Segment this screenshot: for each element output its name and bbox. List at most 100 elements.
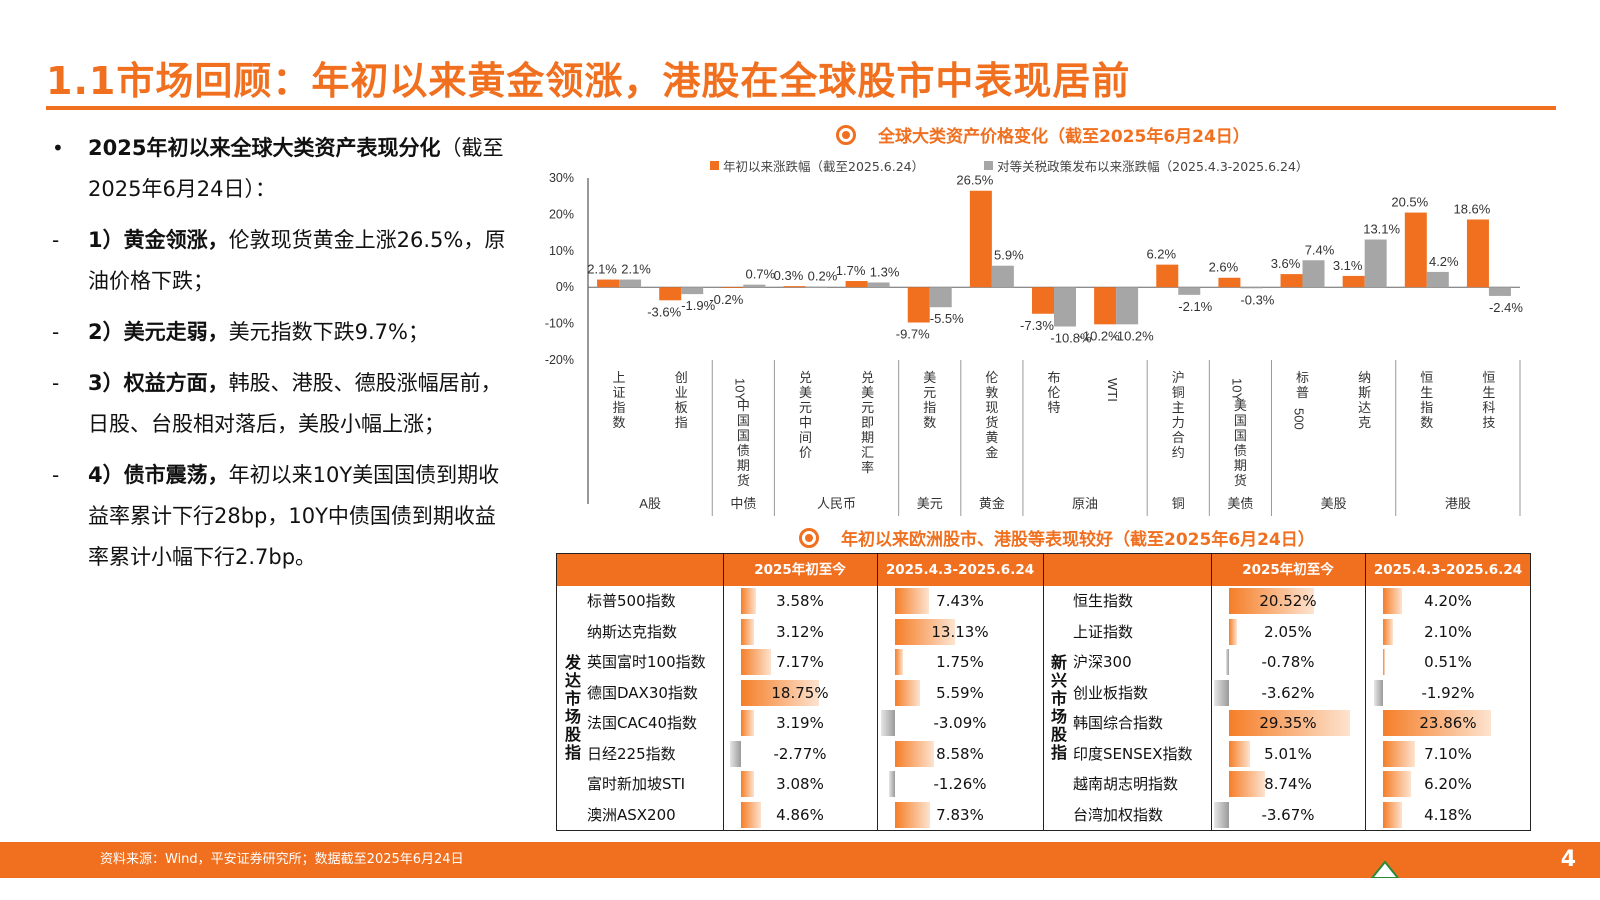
table-row: 法国CAC40指数 3.19% -3.09% [557,708,1530,739]
data-label: 0.7% [746,267,776,282]
x-category-label: 生 [1482,385,1495,400]
x-category-label: 指 [613,400,626,415]
index-name: 英国富时100指数 [587,653,706,671]
x-category-label: 黄 [985,430,998,445]
tariff-cell: 2.10% [1365,617,1531,648]
x-category-label: 货 [1234,473,1247,488]
data-bar [741,679,819,706]
ytd-cell: 3.08% [723,769,877,800]
cell-value: 4.20% [1424,592,1472,610]
data-bar [1225,649,1229,675]
legend-label-tariff: 对等关税政策发布以来涨跌幅（2025.4.3-2025.6.24） [997,159,1309,174]
group-label: 美元 [917,496,943,511]
data-label: 3.1% [1333,258,1363,273]
legend-swatch-gray [984,161,994,170]
ytd-cell: 8.74% [1211,769,1365,800]
x-category-label: 板 [675,400,688,415]
data-label: -7.3% [1020,318,1054,333]
group-label: 黄金 [979,496,1005,511]
title-rule [46,106,1556,110]
ytd-cell: 2.05% [1211,617,1365,648]
index-name: 韩国综合指数 [1073,714,1164,732]
x-category-label: 兑 [861,370,874,385]
cell-value: 13.13% [931,622,989,641]
x-category-label: 债 [1234,443,1247,458]
cell-value: 2.05% [1264,622,1312,641]
data-label: 18.6% [1453,201,1490,216]
tariff-cell: 0.51% [1365,647,1531,678]
table-row: 富时新加坡STI 3.08% -1.26% [557,769,1530,800]
table-row: 越南胡志明指数 8.74% 6.20% [557,769,1530,800]
data-bar [895,649,903,675]
tariff-cell: -1.92% [1365,678,1531,709]
x-category-label: 中 [799,415,812,430]
index-name: 法国CAC40指数 [587,714,698,732]
bar-tariff [1488,287,1511,296]
y-tick-label: 0% [556,280,574,294]
tariff-cell: 5.59% [877,678,1043,709]
x-category-label: 布 [1047,370,1060,385]
cell-value: 7.43% [936,592,984,610]
data-bar [1229,740,1250,767]
y-tick-label: -10% [545,317,574,331]
tariff-cell: 1.75% [877,647,1043,678]
data-bar [741,618,754,645]
cell-value: -2.77% [773,744,827,763]
bar-ytd [659,287,682,301]
bar-tariff [1302,260,1325,288]
x-category-label: 特 [1047,400,1060,415]
header-tariff-developed: 2025.4.3-2025.6.24 [885,562,1035,578]
bullet-item: • 2025年初以来全球大类资产表现分化（截至2025年6月24日）： [46,128,516,210]
x-category-label: 期 [1234,458,1247,473]
x-category-label: 即 [861,415,874,430]
bullet-text: 4）债市震荡，年初以来10Y美国国债到期收益率累计下行28bp，10Y中债国债到… [88,463,500,569]
data-bar [1229,710,1351,736]
bar-tariff [929,287,952,308]
x-category-label: 元 [923,385,936,400]
ytd-cell: 18.75% [723,678,877,709]
cell-value: 23.86% [1419,714,1477,732]
cell-value: 3.08% [776,775,824,793]
data-bar [895,618,955,645]
cell-value: 4.86% [776,805,824,824]
emerging-market-label: 新兴市场股指 [1048,654,1067,762]
x-category-label: WTI [1105,378,1120,402]
developed-market-label: 发达市场股指 [562,654,581,762]
index-name: 上证指数 [1073,622,1134,641]
data-label: 7.4% [1305,242,1335,257]
data-label: 0.3% [774,268,804,283]
x-category-label: 10Y [732,378,747,401]
data-bar [1383,801,1402,828]
target-icon [836,124,856,145]
group-label: 铜 [1172,496,1185,511]
chart-legend: 年初以来涨跌幅（截至2025.6.24） 对等关税政策发布以来涨跌幅（2025.… [710,156,1308,175]
x-category-label: 指 [1420,400,1433,415]
data-bar [895,679,921,706]
data-bar [741,801,762,828]
bullet-marker: - [52,228,60,252]
table-section-title: 年初以来欧洲股市、港股等表现较好（截至2025年6月24日） [799,525,1315,550]
data-bar [1214,679,1229,706]
cell-value: -0.78% [1261,653,1315,671]
data-label: 3.6% [1271,256,1301,271]
x-category-label: 上 [613,370,626,385]
bullet-list: • 2025年初以来全球大类资产表现分化（截至2025年6月24日）： - 1）… [46,128,516,588]
index-name: 台湾加权指数 [1073,805,1164,824]
table-row: 标普500指数 3.58% 7.43% [557,586,1530,617]
data-bar [1213,801,1229,828]
x-category-label: 中 [737,398,750,413]
data-label: 13.1% [1363,222,1400,237]
data-bar [741,710,755,736]
data-label: -2.1% [1178,299,1212,314]
data-label: 26.5% [956,173,993,188]
bullet-marker: - [52,371,60,395]
bar-tariff [867,282,890,288]
tariff-cell: 4.20% [1365,586,1531,617]
bar-ytd [1342,275,1365,288]
group-label: 美债 [1227,496,1253,511]
x-category-label: 技 [1482,415,1495,430]
x-category-label: 货 [737,473,750,488]
ytd-cell: 20.52% [1211,586,1365,617]
tariff-cell: 4.18% [1365,800,1531,831]
cell-value: -1.92% [1421,683,1475,702]
